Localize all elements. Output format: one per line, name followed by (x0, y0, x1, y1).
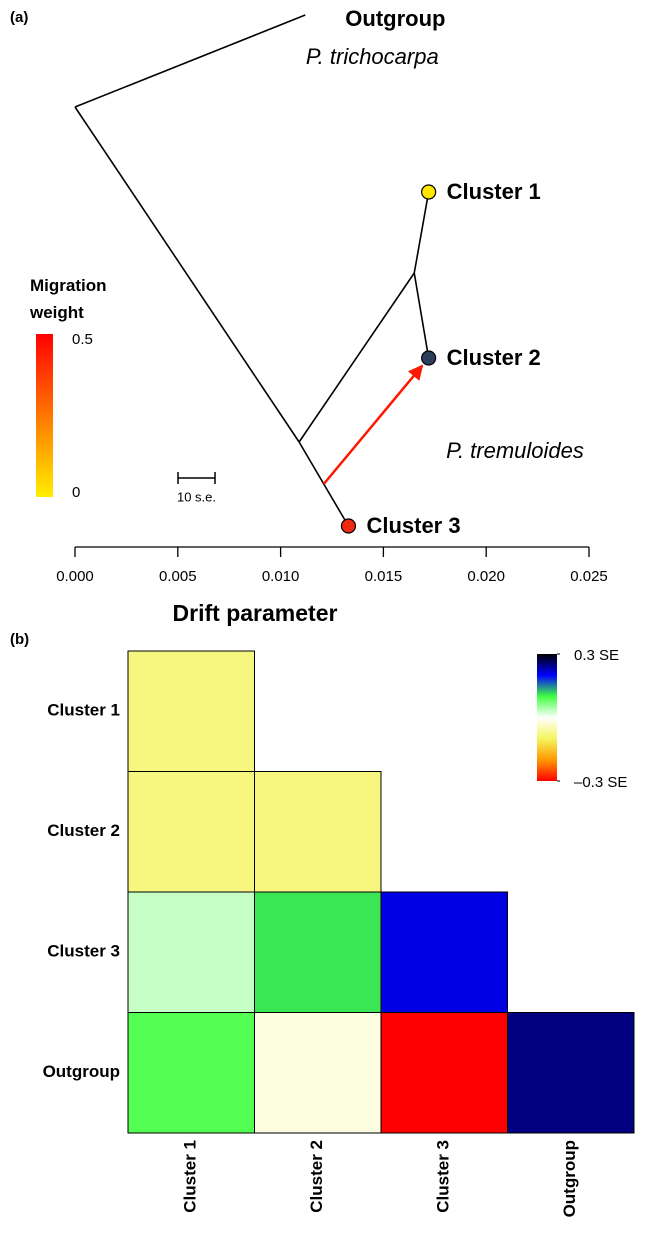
tree-edge (74, 14, 306, 108)
tip-node (340, 518, 357, 534)
panel-label: (a) (10, 9, 28, 26)
x-tick-label: 0.000 (56, 568, 94, 585)
colorbar-tick-label: 0.3 SE (574, 647, 619, 664)
heatmap-cell (380, 891, 508, 1013)
tree-edge (298, 272, 415, 443)
x-tick-label: 0.020 (467, 568, 505, 585)
heatmap-cell (507, 1012, 635, 1134)
tip-node (421, 184, 437, 200)
tip-subtitle: P. trichocarpa (306, 44, 439, 69)
heatmap-cell (254, 771, 382, 893)
heatmap-cell (127, 891, 255, 1013)
tip-label: Cluster 1 (447, 179, 541, 204)
row-label: Cluster 1 (47, 701, 120, 720)
legend-tick-label: 0 (72, 484, 80, 501)
heatmap-cell (127, 650, 255, 772)
heatmap-cell (127, 1012, 255, 1134)
panel-label: (b) (10, 631, 29, 648)
tip-label: Cluster 3 (366, 513, 460, 538)
heatmap-cell (254, 1012, 382, 1134)
x-tick-label: 0.010 (262, 568, 300, 585)
x-axis-title: Drift parameter (173, 600, 338, 626)
migration-edge (322, 364, 424, 485)
tree-edge (74, 106, 300, 443)
x-tick-label: 0.025 (570, 568, 608, 585)
row-label: Cluster 2 (47, 821, 120, 840)
group-label: P. tremuloides (446, 438, 584, 463)
tree-edge (413, 272, 430, 359)
legend-tick-label: 0.5 (72, 331, 93, 348)
legend-title-box: Migration weight (30, 276, 107, 322)
column-label: Cluster 2 (307, 1140, 326, 1213)
column-label: Cluster 1 (181, 1140, 200, 1213)
legend-colorbar (36, 334, 53, 497)
row-label: Outgroup (43, 1062, 120, 1081)
tip-label: Outgroup (345, 6, 445, 31)
x-tick-label: 0.005 (159, 568, 197, 585)
x-tick-label: 0.015 (365, 568, 403, 585)
legend-title: Migration weight (30, 276, 107, 322)
column-label: Cluster 3 (434, 1140, 453, 1213)
column-label: Outgroup (560, 1140, 579, 1217)
tip-label: Cluster 2 (447, 345, 541, 370)
heatmap-cell (127, 771, 255, 893)
heatmap-cell (380, 1012, 508, 1134)
row-label: Cluster 3 (47, 942, 120, 961)
colorbar (537, 654, 557, 781)
heatmap-cell (254, 891, 382, 1013)
scale-bar-label: 10 s.e. (177, 489, 216, 504)
colorbar-tick-label: –0.3 SE (574, 774, 627, 791)
tree-edge (413, 191, 430, 274)
tip-node (421, 350, 437, 366)
